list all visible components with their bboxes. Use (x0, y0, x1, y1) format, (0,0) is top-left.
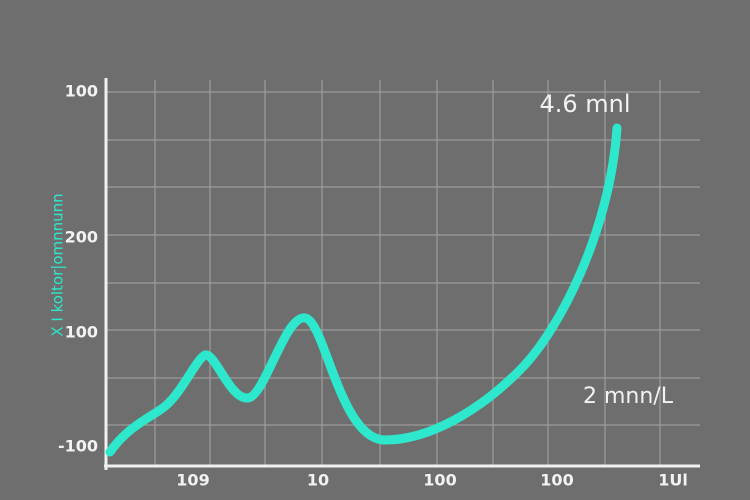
x-tick-label: 100 (540, 471, 573, 490)
y-axis-title: X I koltor|omnnunn (49, 193, 67, 336)
y-tick-label: -100 (58, 437, 98, 456)
annotation: 2 mnn/L (583, 384, 674, 409)
x-tick-label: 100 (423, 471, 456, 490)
x-tick-label: 10 (307, 471, 329, 490)
grid (106, 80, 700, 466)
y-tick-label: 100 (65, 323, 98, 342)
y-tick-label: 200 (65, 228, 98, 247)
y-tick-label: 100 (65, 82, 98, 101)
curve (105, 123, 622, 457)
x-tick-label: 1Ul (658, 471, 688, 490)
x-tick-label: 109 (176, 471, 209, 490)
annotation: 4.6 mnl (539, 90, 630, 118)
